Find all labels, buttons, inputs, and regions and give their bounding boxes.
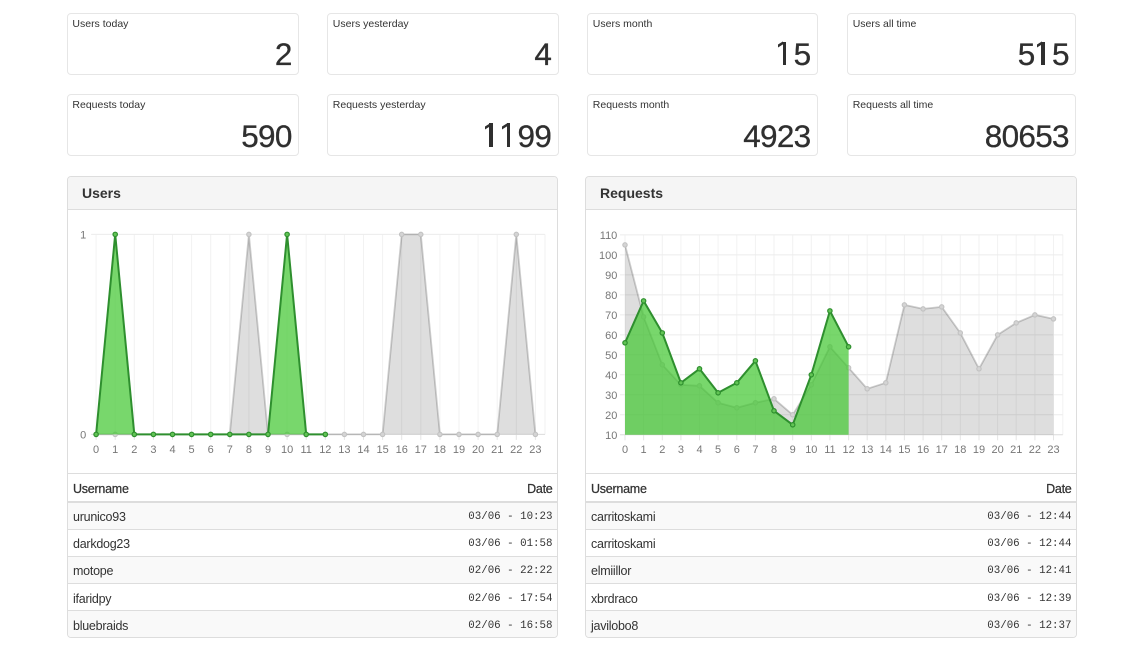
svg-text:7: 7	[752, 444, 758, 456]
svg-text:1: 1	[641, 444, 647, 456]
svg-text:15: 15	[898, 444, 910, 456]
svg-text:12: 12	[842, 444, 854, 456]
svg-text:60: 60	[605, 330, 617, 342]
svg-text:23: 23	[529, 444, 541, 456]
svg-text:12: 12	[319, 444, 331, 456]
svg-text:6: 6	[734, 444, 740, 456]
svg-text:4: 4	[696, 444, 702, 456]
svg-text:90: 90	[605, 270, 617, 282]
svg-text:17: 17	[936, 444, 948, 456]
svg-text:20: 20	[991, 444, 1003, 456]
svg-text:8: 8	[771, 444, 777, 456]
svg-text:19: 19	[973, 444, 985, 456]
svg-text:5: 5	[189, 444, 195, 456]
svg-text:14: 14	[880, 444, 892, 456]
svg-text:6: 6	[208, 444, 214, 456]
svg-text:13: 13	[338, 444, 350, 456]
svg-text:10: 10	[281, 444, 293, 456]
svg-text:8: 8	[246, 444, 252, 456]
svg-text:0: 0	[80, 430, 86, 442]
svg-text:22: 22	[510, 444, 522, 456]
svg-text:110: 110	[600, 230, 618, 242]
svg-text:2: 2	[131, 444, 137, 456]
svg-text:18: 18	[434, 444, 446, 456]
svg-text:14: 14	[357, 444, 369, 456]
svg-text:40: 40	[605, 370, 617, 382]
svg-text:15: 15	[376, 444, 388, 456]
svg-text:11: 11	[824, 444, 835, 456]
svg-text:100: 100	[599, 250, 617, 262]
svg-text:16: 16	[396, 444, 408, 456]
svg-text:10: 10	[605, 430, 617, 442]
svg-text:0: 0	[622, 444, 628, 456]
svg-text:18: 18	[954, 444, 966, 456]
svg-text:11: 11	[300, 444, 311, 456]
svg-text:22: 22	[1029, 444, 1041, 456]
svg-text:17: 17	[415, 444, 427, 456]
svg-text:20: 20	[605, 410, 617, 422]
svg-text:2: 2	[659, 444, 665, 456]
svg-text:50: 50	[605, 350, 617, 362]
svg-text:1: 1	[80, 230, 86, 242]
svg-text:7: 7	[227, 444, 233, 456]
svg-text:20: 20	[472, 444, 484, 456]
svg-text:0: 0	[93, 444, 99, 456]
svg-text:21: 21	[1010, 444, 1022, 456]
svg-text:19: 19	[453, 444, 465, 456]
svg-text:5: 5	[715, 444, 721, 456]
svg-text:23: 23	[1047, 444, 1059, 456]
svg-text:80: 80	[605, 290, 617, 302]
svg-text:1: 1	[112, 444, 118, 456]
svg-text:16: 16	[917, 444, 929, 456]
svg-text:21: 21	[491, 444, 503, 456]
svg-text:9: 9	[265, 444, 271, 456]
svg-text:3: 3	[678, 444, 684, 456]
svg-text:10: 10	[805, 444, 817, 456]
svg-text:9: 9	[790, 444, 796, 456]
svg-text:3: 3	[150, 444, 156, 456]
svg-text:13: 13	[861, 444, 873, 456]
svg-text:70: 70	[605, 310, 617, 322]
svg-text:4: 4	[169, 444, 175, 456]
svg-text:30: 30	[605, 390, 617, 402]
